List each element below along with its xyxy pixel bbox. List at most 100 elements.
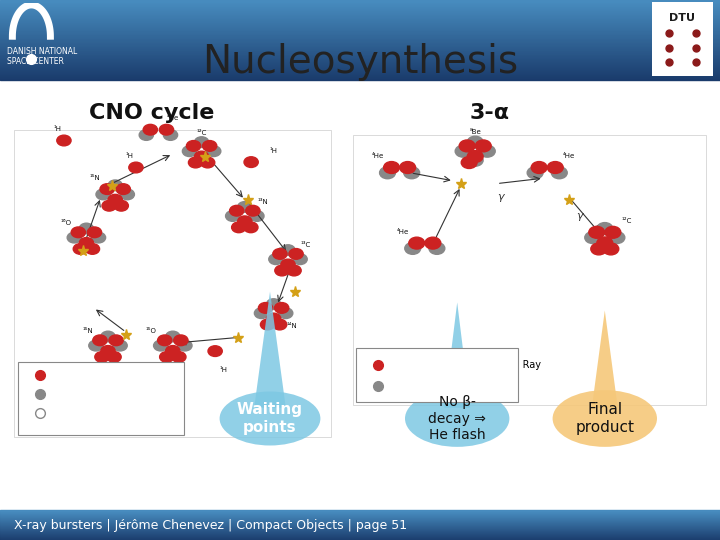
Text: ¹⁵O: ¹⁵O: [145, 328, 157, 334]
Text: ¹H: ¹H: [125, 153, 134, 159]
Circle shape: [269, 254, 283, 265]
Bar: [0, 9, 720, 10]
Bar: [0, 31, 720, 32]
Bar: [0, 12, 720, 13]
Text: 3-α: 3-α: [469, 103, 510, 124]
Circle shape: [462, 157, 477, 168]
Circle shape: [114, 200, 128, 211]
Bar: [0, 70, 720, 71]
Circle shape: [591, 243, 607, 255]
Bar: [0, 21, 720, 22]
Bar: [0, 75, 720, 76]
Circle shape: [93, 335, 107, 346]
Circle shape: [279, 308, 293, 319]
Circle shape: [171, 352, 186, 362]
Bar: [0, 45, 720, 46]
Text: ν: ν: [107, 388, 114, 401]
Bar: [0, 71, 720, 72]
Circle shape: [79, 238, 94, 248]
Bar: [0, 47, 720, 48]
Bar: [0, 20, 720, 21]
Text: Positron: Positron: [54, 408, 93, 418]
Circle shape: [603, 243, 618, 255]
Circle shape: [101, 346, 115, 356]
Circle shape: [246, 205, 260, 216]
Circle shape: [480, 145, 495, 157]
Bar: [0, 73, 720, 75]
Bar: [0, 5, 720, 6]
Circle shape: [293, 254, 307, 265]
Bar: [0, 40, 720, 42]
Circle shape: [85, 244, 99, 254]
Circle shape: [160, 352, 174, 362]
Bar: [0, 19, 720, 20]
Circle shape: [182, 146, 197, 157]
Circle shape: [166, 331, 180, 342]
Circle shape: [79, 223, 94, 234]
Text: ¹⁵N: ¹⁵N: [90, 175, 100, 181]
Circle shape: [597, 241, 613, 253]
Circle shape: [384, 161, 400, 173]
Circle shape: [261, 319, 274, 330]
Bar: [0, 30, 720, 31]
Polygon shape: [592, 310, 618, 408]
Circle shape: [429, 242, 445, 254]
Bar: [0, 63, 720, 64]
Text: γ: γ: [497, 192, 504, 202]
Circle shape: [186, 140, 201, 151]
Circle shape: [143, 124, 158, 135]
Text: Gamma Ray: Gamma Ray: [121, 370, 181, 380]
Circle shape: [281, 263, 295, 274]
Circle shape: [467, 154, 483, 166]
Circle shape: [243, 222, 258, 233]
Bar: [0, 56, 720, 57]
Bar: [0, 50, 720, 51]
Text: Waiting
points: Waiting points: [237, 402, 303, 435]
Bar: [0, 38, 720, 39]
Circle shape: [174, 335, 188, 346]
Circle shape: [91, 232, 106, 243]
Bar: [0, 0, 720, 1]
Circle shape: [57, 135, 71, 146]
Bar: [0, 68, 720, 69]
Bar: [0, 29, 720, 30]
Ellipse shape: [552, 390, 657, 447]
Bar: [0, 3, 720, 4]
FancyBboxPatch shape: [18, 362, 184, 435]
Text: CNO cycle: CNO cycle: [89, 103, 214, 124]
Circle shape: [163, 130, 178, 140]
Circle shape: [158, 335, 172, 346]
Circle shape: [238, 216, 252, 227]
Circle shape: [108, 180, 122, 191]
Bar: [0, 52, 720, 53]
Text: ¹⁴N: ¹⁴N: [287, 323, 297, 329]
Circle shape: [102, 200, 117, 211]
Circle shape: [597, 222, 613, 234]
Text: ¹²C: ¹²C: [621, 218, 631, 224]
Circle shape: [208, 346, 222, 356]
Bar: [0, 64, 720, 65]
Text: Neutron: Neutron: [392, 381, 432, 391]
Bar: [0, 32, 720, 33]
Bar: [0, 11, 720, 12]
Circle shape: [207, 146, 221, 157]
Circle shape: [455, 145, 471, 157]
Circle shape: [101, 349, 115, 360]
Circle shape: [67, 232, 81, 243]
Circle shape: [250, 211, 264, 221]
Bar: [0, 7, 720, 8]
Circle shape: [225, 211, 240, 221]
Bar: [0, 48, 720, 49]
Text: ¹H: ¹H: [269, 148, 278, 154]
Circle shape: [96, 189, 110, 200]
Circle shape: [527, 167, 543, 179]
Text: Nucleosynthesis: Nucleosynthesis: [202, 43, 518, 81]
Circle shape: [287, 265, 301, 276]
Bar: [0, 78, 720, 79]
Bar: [0, 28, 720, 29]
Ellipse shape: [405, 390, 510, 447]
Bar: [0, 51, 720, 52]
Text: X-ray bursters | Jérôme Chenevez | Compact Objects | page 51: X-ray bursters | Jérôme Chenevez | Compa…: [14, 518, 408, 532]
Circle shape: [404, 167, 420, 179]
Circle shape: [266, 317, 281, 328]
